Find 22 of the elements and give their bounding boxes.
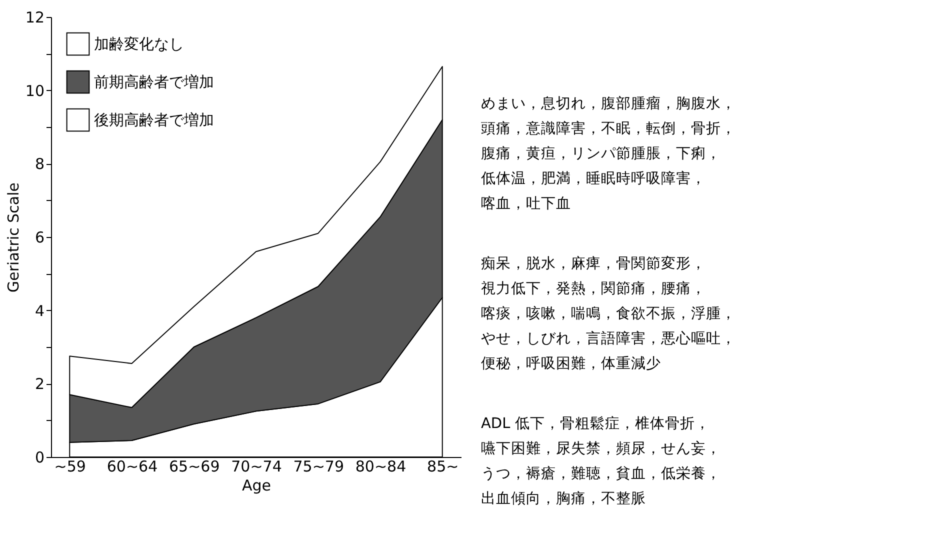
x-axis-title: Age: [242, 476, 272, 494]
text: ADL 低下，骨粗鬆症，椎体骨折，嚥下困難，尿失禁，頻尿，せん妄，うつ，褥瘡，難聴，貧血，低栄養，出血傾向，胸痛，不整脈: [481, 415, 721, 507]
y-tick-label: 0: [34, 448, 44, 466]
legend-label: 後期高齢者で増加: [94, 111, 214, 129]
x-tick-label: 65~69: [169, 458, 220, 476]
x-tick-label: 85~: [427, 458, 459, 476]
y-axis-title: Geriatric Scale: [4, 182, 22, 292]
legend-label: 前期高齢者で増加: [94, 73, 214, 91]
y-tick-label: 4: [34, 302, 44, 320]
y-tick-label: 10: [25, 82, 44, 100]
legend-label: 加齢変化なし: [94, 35, 184, 53]
x-tick-label: ~59: [54, 458, 86, 476]
x-tick-label: 70~74: [231, 458, 282, 476]
text: 痴呆，脱水，麻痺，骨関節変形，視力低下，発熱，関節痛，腰痛，喀痰，咳嗽，喘鳴，食欲不振，浮腫，やせ，しびれ，言語障害，悪心嘔吐，便秘，呼吸困難，体重減少: [481, 255, 736, 372]
x-tick-label: 80~84: [355, 458, 406, 476]
text: めまい，息切れ，腹部腫瘤，胸腹水，頭痛，意識障害，不眠，転倒，骨折，腹痛，黄疸，リンパ節腫脹，下痢，低体温，肥満，睡眠時呼吸障害，喀血，吐下血: [481, 95, 736, 212]
y-tick-label: 12: [25, 8, 44, 26]
y-tick-label: 2: [34, 375, 44, 394]
y-tick-label: 6: [34, 228, 44, 246]
x-tick-label: 75~79: [293, 458, 344, 476]
x-tick-label: 60~64: [106, 458, 158, 476]
y-tick-label: 8: [34, 155, 44, 174]
